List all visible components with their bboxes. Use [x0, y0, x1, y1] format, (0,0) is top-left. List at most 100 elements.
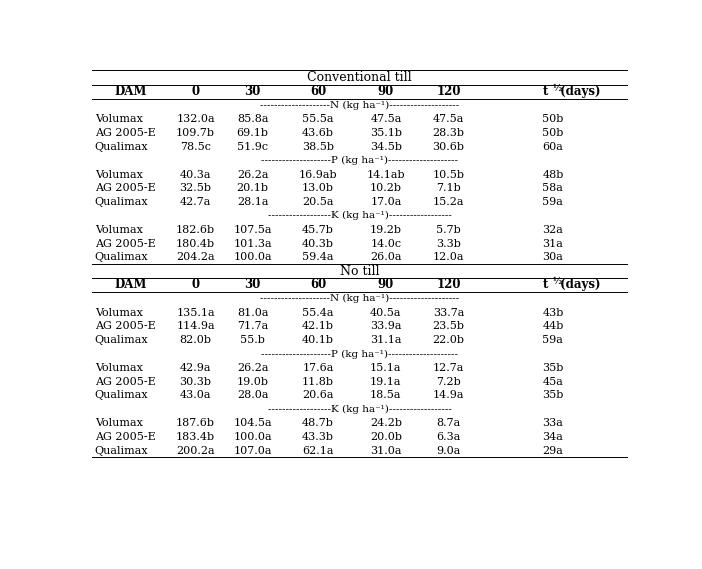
Text: 38.5b: 38.5b [302, 142, 334, 152]
Text: 62.1a: 62.1a [302, 446, 333, 456]
Text: Volumax: Volumax [95, 307, 143, 318]
Text: AG 2005-E: AG 2005-E [95, 321, 156, 331]
Text: 58a: 58a [543, 183, 563, 193]
Text: AG 2005-E: AG 2005-E [95, 377, 156, 386]
Text: 40.1b: 40.1b [302, 335, 334, 345]
Text: 32a: 32a [543, 225, 563, 235]
Text: 187.6b: 187.6b [176, 418, 215, 428]
Text: 9.0a: 9.0a [436, 446, 461, 456]
Text: 135.1a: 135.1a [176, 307, 215, 318]
Text: 3.3b: 3.3b [436, 238, 461, 249]
Text: AG 2005-E: AG 2005-E [95, 238, 156, 249]
Text: 100.0a: 100.0a [233, 252, 272, 262]
Text: Qualimax: Qualimax [95, 142, 148, 152]
Text: 22.0b: 22.0b [432, 335, 465, 345]
Text: 16.9ab: 16.9ab [298, 170, 337, 180]
Text: 100.0a: 100.0a [233, 432, 272, 442]
Text: 42.9a: 42.9a [180, 363, 211, 373]
Text: 28.0a: 28.0a [237, 390, 268, 401]
Text: --------------------P (kg ha⁻¹)--------------------: --------------------P (kg ha⁻¹)---------… [261, 156, 458, 165]
Text: 24.2b: 24.2b [370, 418, 402, 428]
Text: 26.0a: 26.0a [370, 252, 402, 262]
Text: 101.3a: 101.3a [233, 238, 272, 249]
Text: 30: 30 [244, 85, 260, 98]
Text: 20.1b: 20.1b [237, 183, 269, 193]
Text: 17.6a: 17.6a [302, 363, 333, 373]
Text: 60: 60 [310, 278, 326, 291]
Text: 14.1ab: 14.1ab [366, 170, 405, 180]
Text: Qualimax: Qualimax [95, 446, 148, 456]
Text: --------------------P (kg ha⁻¹)--------------------: --------------------P (kg ha⁻¹)---------… [261, 349, 458, 358]
Text: No till: No till [340, 265, 380, 278]
Text: DAM: DAM [114, 85, 147, 98]
Text: 78.5c: 78.5c [180, 142, 211, 152]
Text: 47.5a: 47.5a [370, 114, 402, 124]
Text: 29a: 29a [543, 446, 563, 456]
Text: 33a: 33a [543, 418, 563, 428]
Text: 60a: 60a [543, 142, 563, 152]
Text: 30a: 30a [543, 252, 563, 262]
Text: 33.9a: 33.9a [370, 321, 402, 331]
Text: 45a: 45a [543, 377, 563, 386]
Text: Volumax: Volumax [95, 418, 143, 428]
Text: --------------------N (kg ha⁻¹)--------------------: --------------------N (kg ha⁻¹)---------… [260, 101, 459, 110]
Text: 11.8b: 11.8b [302, 377, 334, 386]
Text: 60: 60 [310, 85, 326, 98]
Text: 19.2b: 19.2b [370, 225, 402, 235]
Text: 33.7a: 33.7a [432, 307, 464, 318]
Text: 12.0a: 12.0a [432, 252, 464, 262]
Text: 31.1a: 31.1a [370, 335, 402, 345]
Text: 107.0a: 107.0a [233, 446, 272, 456]
Text: (days): (days) [556, 85, 600, 98]
Text: 19.1a: 19.1a [370, 377, 402, 386]
Text: 14.9a: 14.9a [432, 390, 464, 401]
Text: 45.7b: 45.7b [302, 225, 334, 235]
Text: Volumax: Volumax [95, 363, 143, 373]
Text: 30: 30 [244, 278, 260, 291]
Text: 43.3b: 43.3b [302, 432, 334, 442]
Text: (days): (days) [556, 278, 600, 291]
Text: 40.3a: 40.3a [180, 170, 211, 180]
Text: 43b: 43b [542, 307, 564, 318]
Text: 42.1b: 42.1b [302, 321, 334, 331]
Text: 48b: 48b [542, 170, 564, 180]
Text: 114.9a: 114.9a [176, 321, 215, 331]
Text: 34.5b: 34.5b [370, 142, 402, 152]
Text: 59a: 59a [543, 335, 563, 345]
Text: 12.7a: 12.7a [432, 363, 464, 373]
Text: 20.6a: 20.6a [302, 390, 333, 401]
Text: 8.7a: 8.7a [437, 418, 461, 428]
Text: 28.3b: 28.3b [432, 128, 465, 138]
Text: 40.3b: 40.3b [302, 238, 334, 249]
Text: 5.7b: 5.7b [436, 225, 461, 235]
Text: 107.5a: 107.5a [233, 225, 272, 235]
Text: 13.0b: 13.0b [302, 183, 334, 193]
Text: 34a: 34a [543, 432, 563, 442]
Text: 59a: 59a [543, 197, 563, 207]
Text: 32.5b: 32.5b [180, 183, 211, 193]
Text: --------------------N (kg ha⁻¹)--------------------: --------------------N (kg ha⁻¹)---------… [260, 294, 459, 303]
Text: 55.4a: 55.4a [302, 307, 333, 318]
Text: DAM: DAM [114, 278, 147, 291]
Text: 43.6b: 43.6b [302, 128, 334, 138]
Text: 20.0b: 20.0b [370, 432, 402, 442]
Text: Volumax: Volumax [95, 114, 143, 124]
Text: 50b: 50b [542, 128, 564, 138]
Text: 42.7a: 42.7a [180, 197, 211, 207]
Text: ------------------K (kg ha⁻¹)------------------: ------------------K (kg ha⁻¹)-----------… [268, 405, 451, 414]
Text: t: t [543, 278, 553, 291]
Text: 183.4b: 183.4b [176, 432, 215, 442]
Text: 81.0a: 81.0a [237, 307, 268, 318]
Text: 132.0a: 132.0a [176, 114, 215, 124]
Text: 51.9c: 51.9c [237, 142, 268, 152]
Text: 55.5a: 55.5a [302, 114, 333, 124]
Text: 120: 120 [436, 278, 461, 291]
Text: AG 2005-E: AG 2005-E [95, 432, 156, 442]
Text: 55.b: 55.b [240, 335, 265, 345]
Text: 104.5a: 104.5a [233, 418, 272, 428]
Text: 204.2a: 204.2a [176, 252, 215, 262]
Text: Qualimax: Qualimax [95, 335, 148, 345]
Text: Qualimax: Qualimax [95, 390, 148, 401]
Text: t: t [543, 85, 553, 98]
Text: 50b: 50b [542, 114, 564, 124]
